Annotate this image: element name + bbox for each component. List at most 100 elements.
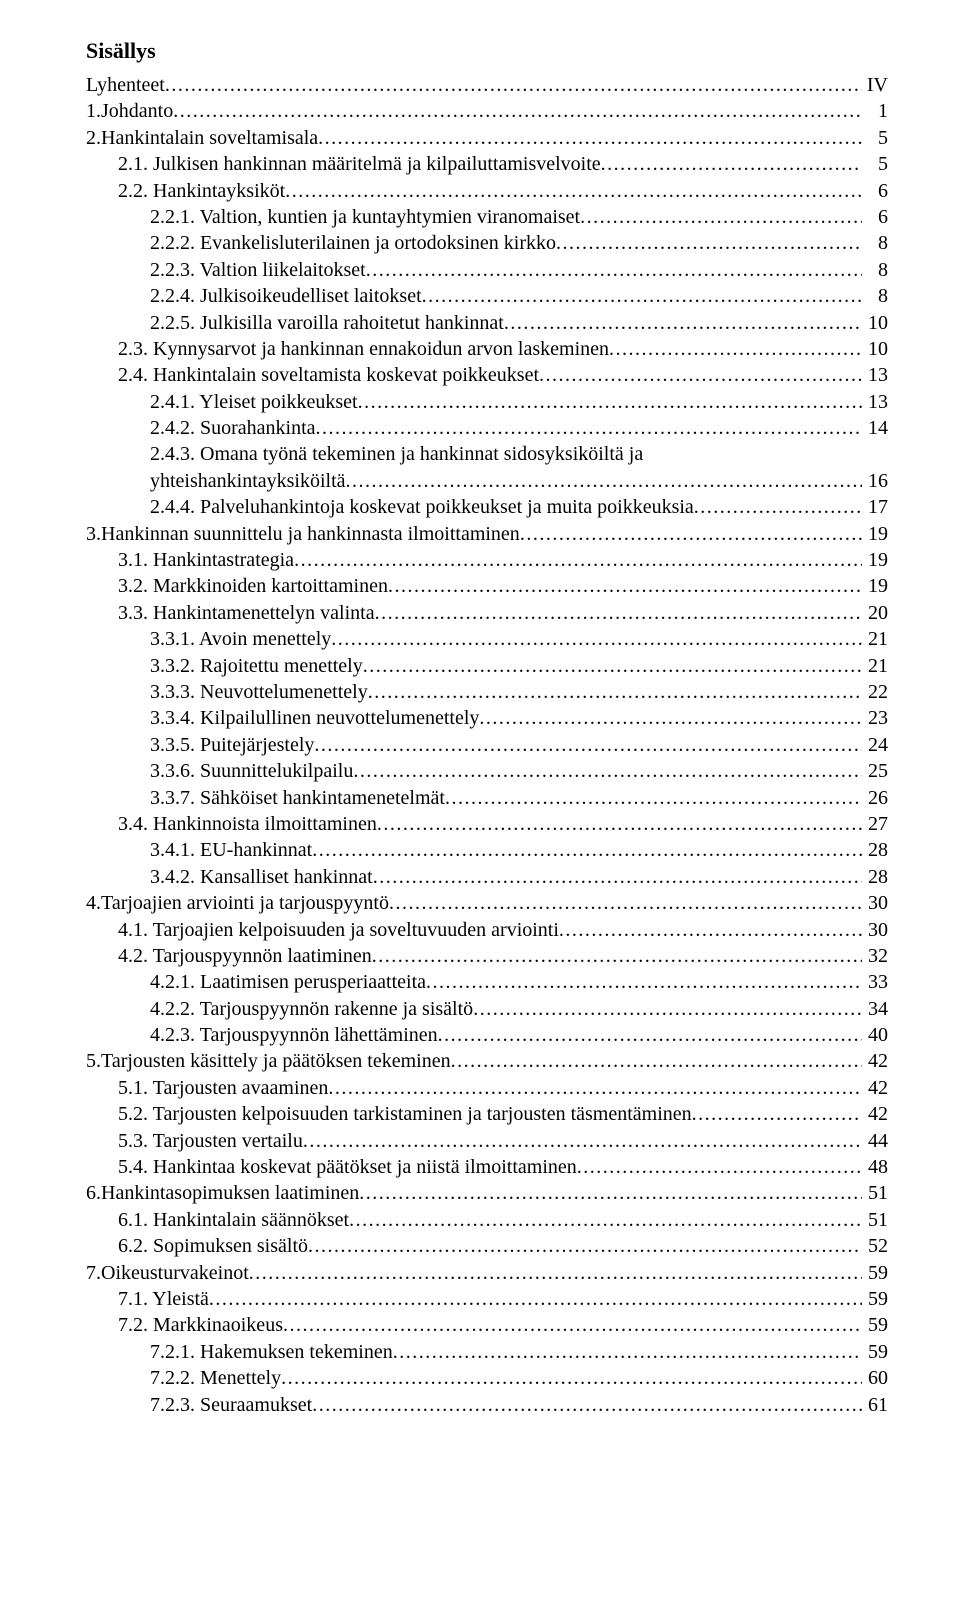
- toc-entry: 2.2.4. Julkisoikeudelliset laitokset 8: [86, 283, 888, 309]
- toc-entry-page: 26: [862, 785, 888, 811]
- toc-entry-page: 19: [862, 547, 888, 573]
- toc-entry: 3.3.5. Puitejärjestely 24: [86, 732, 888, 758]
- toc-entry-page: 19: [862, 573, 888, 599]
- toc-entry-label: 3.4. Hankinnoista ilmoittaminen: [118, 811, 377, 837]
- toc-entry-page: 51: [862, 1180, 888, 1206]
- toc-dots: [692, 1101, 862, 1127]
- toc-entry: 4.1. Tarjoajien kelpoisuuden ja soveltuv…: [86, 917, 888, 943]
- toc-entry-page: 40: [862, 1022, 888, 1048]
- toc-dots: [559, 917, 862, 943]
- toc-entry: 3.1. Hankintastrategia 19: [86, 547, 888, 573]
- toc-entry: 7.2.1. Hakemuksen tekeminen 59: [86, 1339, 888, 1365]
- toc-entry: 2.1. Julkisen hankinnan määritelmä ja ki…: [86, 151, 888, 177]
- toc-entry-label: 7.2.3. Seuraamukset: [150, 1392, 312, 1418]
- toc-entry: 4.2.3. Tarjouspyynnön lähettäminen 40: [86, 1022, 888, 1048]
- toc-dots: [388, 573, 862, 599]
- toc-entry: yhteishankintayksiköiltä 16: [86, 468, 888, 494]
- toc-entry-page: 5: [862, 151, 888, 177]
- toc-entry-label: 2.4.3. Omana työnä tekeminen ja hankinna…: [150, 441, 643, 467]
- toc-entry: 3.Hankinnan suunnittelu ja hankinnasta i…: [86, 521, 888, 547]
- toc-entry-label: 3.3.7. Sähköiset hankintamenetelmät: [150, 785, 445, 811]
- toc-entry-page: 20: [862, 600, 888, 626]
- toc-dots: [580, 204, 862, 230]
- toc-entry-page: 59: [862, 1260, 888, 1286]
- toc-dots: [294, 547, 862, 573]
- toc-entry-label: 5.4. Hankintaa koskevat päätökset ja nii…: [118, 1154, 577, 1180]
- toc-entry-label: 2.1. Julkisen hankinnan määritelmä ja ki…: [118, 151, 601, 177]
- toc-entry-label: 1.Johdanto: [86, 98, 173, 124]
- toc-entry-page: 8: [862, 283, 888, 309]
- toc-entry-page: 10: [862, 336, 888, 362]
- toc-entry-page: 10: [862, 310, 888, 336]
- toc-entry: 5.3. Tarjousten vertailu 44: [86, 1128, 888, 1154]
- toc-dots: [312, 1392, 862, 1418]
- toc-entry-page: 34: [862, 996, 888, 1022]
- toc-dots: [312, 837, 862, 863]
- toc-entry-page: 21: [862, 653, 888, 679]
- toc-entry: 2.2.3. Valtion liikelaitokset 8: [86, 257, 888, 283]
- toc-dots: [249, 1260, 862, 1286]
- toc-dots: [577, 1154, 862, 1180]
- toc-dots: [377, 811, 862, 837]
- toc-entry: 7.2.2. Menettely 60: [86, 1365, 888, 1391]
- toc-entry: 5.2. Tarjousten kelpoisuuden tarkistamin…: [86, 1101, 888, 1127]
- toc-entry-label: 4.1. Tarjoajien kelpoisuuden ja soveltuv…: [118, 917, 559, 943]
- toc-entry: 2.2. Hankintayksiköt 6: [86, 178, 888, 204]
- toc-entry: 4.2. Tarjouspyynnön laatiminen 32: [86, 943, 888, 969]
- toc-entry: 3.4. Hankinnoista ilmoittaminen 27: [86, 811, 888, 837]
- toc-entry: 3.3.6. Suunnittelukilpailu 25: [86, 758, 888, 784]
- toc-entry-label: 7.1. Yleistä: [118, 1286, 209, 1312]
- toc-entry-page: 59: [862, 1312, 888, 1338]
- toc-entry-page: 28: [862, 864, 888, 890]
- toc-entry-label: 5.1. Tarjousten avaaminen: [118, 1075, 328, 1101]
- toc-dots: [422, 283, 862, 309]
- toc-entry-label: 3.3.2. Rajoitettu menettely: [150, 653, 363, 679]
- toc-entry-page: 27: [862, 811, 888, 837]
- toc-entry: 5.Tarjousten käsittely ja päätöksen teke…: [86, 1048, 888, 1074]
- toc-entry: 3.3.3. Neuvottelumenettely 22: [86, 679, 888, 705]
- toc-entry: 6.Hankintasopimuksen laatiminen 51: [86, 1180, 888, 1206]
- toc-entry-label: 7.2.1. Hakemuksen tekeminen: [150, 1339, 393, 1365]
- toc-entry: 3.4.1. EU-hankinnat 28: [86, 837, 888, 863]
- toc-entry-page: 13: [862, 389, 888, 415]
- toc-entry-label: 6.Hankintasopimuksen laatiminen: [86, 1180, 359, 1206]
- toc-entry-label: 2.4.4. Palveluhankintoja koskevat poikke…: [150, 494, 694, 520]
- toc-dots: [318, 125, 862, 151]
- toc-entry: 5.4. Hankintaa koskevat päätökset ja nii…: [86, 1154, 888, 1180]
- toc-entry-page: 51: [862, 1207, 888, 1233]
- toc-entry-label: 2.3. Kynnysarvot ja hankinnan ennakoidun…: [118, 336, 609, 362]
- toc-entry-page: 23: [862, 705, 888, 731]
- toc-entry: 7.2.3. Seuraamukset 61: [86, 1392, 888, 1418]
- toc-entry-label: 6.2. Sopimuksen sisältö: [118, 1233, 308, 1259]
- toc-entry: 2.2.5. Julkisilla varoilla rahoitetut ha…: [86, 310, 888, 336]
- toc-dots: [520, 521, 862, 547]
- toc-entry-label: 4.2. Tarjouspyynnön laatiminen: [118, 943, 372, 969]
- toc-entry-label: 2.2.2. Evankelisluterilainen ja ortodoks…: [150, 230, 556, 256]
- toc-entry-label: 2.2. Hankintayksiköt: [118, 178, 285, 204]
- toc-entry-label: 4.Tarjoajien arviointi ja tarjouspyyntö: [86, 890, 389, 916]
- toc-dots: [346, 468, 862, 494]
- toc-dots: [393, 1339, 862, 1365]
- toc-entry-page: 42: [862, 1048, 888, 1074]
- toc-entry: 2.3. Kynnysarvot ja hankinnan ennakoidun…: [86, 336, 888, 362]
- toc-dots: [368, 679, 862, 705]
- toc-dots: [165, 72, 862, 98]
- toc-dots: [331, 626, 862, 652]
- toc-dots: [209, 1286, 862, 1312]
- toc-dots: [426, 969, 862, 995]
- toc-dots: [363, 653, 862, 679]
- toc-entry-label: 4.2.2. Tarjouspyynnön rakenne ja sisältö: [150, 996, 473, 1022]
- toc-entry: 4.2.1. Laatimisen perusperiaatteita 33: [86, 969, 888, 995]
- toc-entry-label: 7.Oikeusturvakeinot: [86, 1260, 249, 1286]
- toc-entry: 2.Hankintalain soveltamisala 5: [86, 125, 888, 151]
- toc-dots: [349, 1207, 862, 1233]
- toc-entry-label: 6.1. Hankintalain säännökset: [118, 1207, 349, 1233]
- toc-entry-label: 2.2.1. Valtion, kuntien ja kuntayhtymien…: [150, 204, 580, 230]
- toc-entry-label: 2.2.4. Julkisoikeudelliset laitokset: [150, 283, 422, 309]
- toc-dots: [601, 151, 862, 177]
- toc-dots: [389, 890, 862, 916]
- toc-entry-page: 24: [862, 732, 888, 758]
- toc-entry-label: 2.4.2. Suorahankinta: [150, 415, 316, 441]
- toc-entry-page: 42: [862, 1101, 888, 1127]
- toc-dots: [359, 1180, 862, 1206]
